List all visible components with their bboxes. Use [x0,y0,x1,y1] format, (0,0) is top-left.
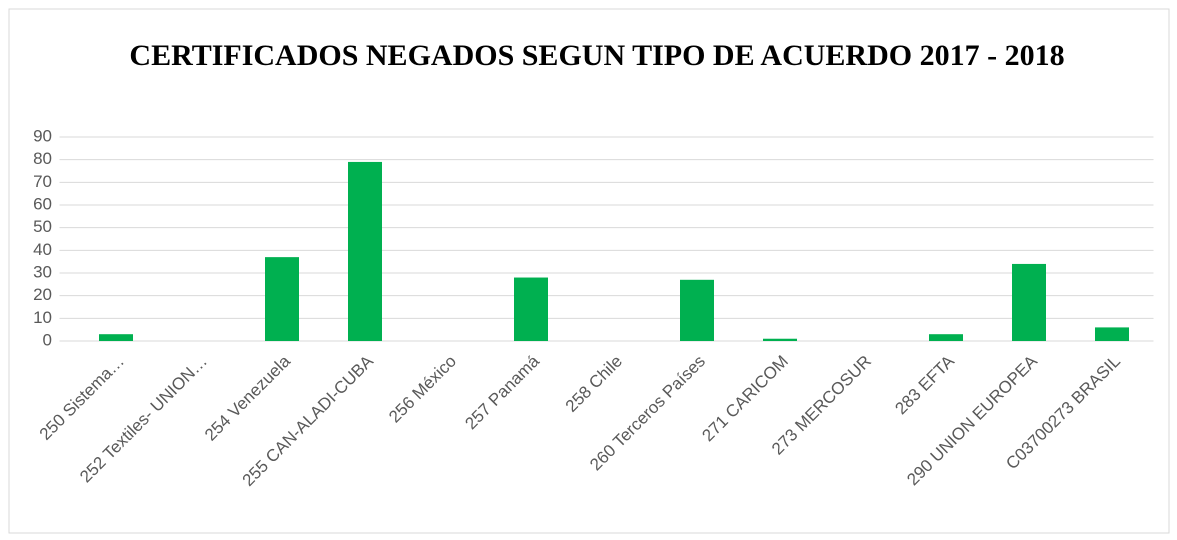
bar [348,161,382,341]
bar [265,257,299,341]
y-tick-label: 20 [33,285,52,304]
x-tick-label: 258 Chile [562,352,626,416]
x-tick-label: 254 Venezuela [201,351,294,444]
x-tick-label: 271 CARICOM [698,352,792,446]
y-tick-label: 0 [43,330,52,349]
bar [1095,327,1129,341]
y-tick-label: 60 [33,194,52,213]
x-tick-label: 283 EFTA [891,351,958,418]
bar [763,338,797,341]
bar [929,334,963,341]
y-tick-label: 50 [33,217,52,236]
x-tick-label: 250 Sistema… [36,352,128,444]
bar [1012,263,1046,341]
y-tick-label: 30 [33,262,52,281]
bar [514,277,548,341]
y-tick-label: 10 [33,308,52,327]
bar [99,334,133,341]
y-tick-label: 90 [33,126,52,145]
y-tick-label: 40 [33,240,52,259]
chart-title: CERTIFICADOS NEGADOS SEGUN TIPO DE ACUER… [129,39,1065,72]
x-tick-label: 257 Panamá [461,351,543,433]
bar [680,279,714,341]
chart-frame [8,8,1170,534]
y-tick-label: 70 [33,172,52,191]
y-tick-label: 80 [33,149,52,168]
x-tick-label: 256 México [385,352,460,427]
